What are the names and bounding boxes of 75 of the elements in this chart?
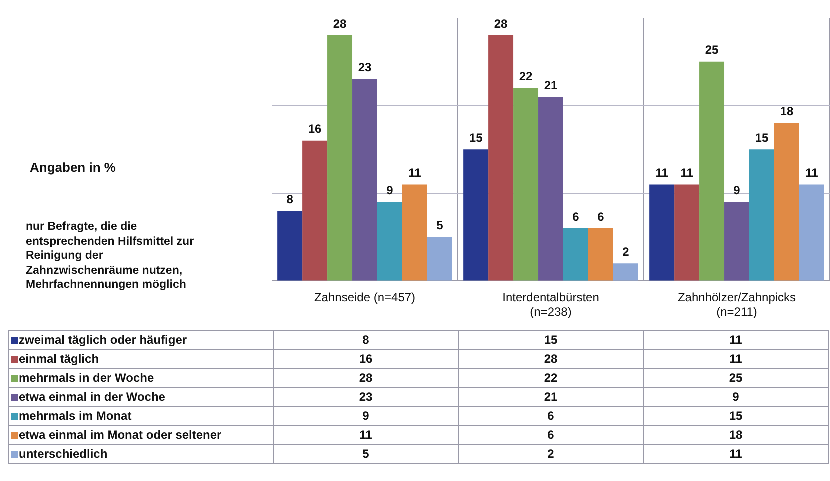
- annotation: 15: [755, 130, 769, 145]
- annotation: 11: [408, 166, 422, 180]
- annotation: 6: [572, 210, 580, 224]
- data-label: 21: [458, 388, 644, 406]
- legend-label: etwa einmal in der Woche: [8, 388, 274, 406]
- data-label: 23: [274, 388, 458, 406]
- bar: [427, 237, 452, 281]
- annotation: 11: [680, 166, 694, 180]
- bar: [377, 202, 402, 281]
- data-label: 8: [274, 330, 458, 350]
- bar: [799, 184, 824, 281]
- bar: [538, 96, 564, 281]
- annotation: 8: [286, 192, 294, 206]
- annotation: 28: [494, 16, 508, 31]
- data-label: 11: [274, 426, 458, 444]
- annotation: 15: [469, 130, 484, 145]
- bar: [674, 184, 700, 281]
- legend-label: unterschiedlich: [8, 444, 274, 464]
- data-label: 5: [274, 444, 458, 464]
- annotation: 16: [308, 122, 322, 136]
- x-tick-label: Zahnseide (n=457): [314, 290, 416, 305]
- bar: [563, 228, 588, 281]
- data-label: 28: [274, 368, 458, 388]
- annotation: 5: [436, 218, 444, 233]
- data-label: 25: [644, 368, 828, 388]
- bar: [464, 150, 489, 281]
- annotation: 9: [386, 184, 394, 198]
- bar: [700, 62, 725, 281]
- data-label: 11: [644, 330, 828, 350]
- annotation: 23: [358, 60, 372, 75]
- annotation: 2: [622, 244, 630, 259]
- data-label: 2: [458, 444, 644, 464]
- text: Angaben in %: [30, 160, 116, 175]
- bar: [588, 228, 614, 281]
- data-label: 28: [458, 350, 644, 368]
- text: nur Befragte, die die entsprechenden Hilfsmittel zur Reinigung der Zahnzwischenräume nutzen, Mehrfachnennungen möglich: [26, 220, 196, 292]
- annotation: 6: [598, 210, 605, 224]
- annotation: 21: [544, 78, 558, 92]
- bar: [352, 79, 378, 281]
- legend-label: einmal täglich: [8, 350, 274, 368]
- bar: [514, 88, 539, 281]
- data-label: 9: [644, 388, 828, 406]
- legend-label: mehrmals in der Woche: [8, 368, 274, 388]
- bar: [278, 211, 303, 281]
- bar: [724, 202, 750, 281]
- data-label: 6: [458, 426, 644, 444]
- data-label: 22: [458, 368, 644, 388]
- x-tick-label: Zahnhölzer/Zahnpicks (n=211): [678, 290, 796, 320]
- x-tick-label: Interdentalbürsten (n=238): [502, 290, 600, 320]
- data-label: 15: [644, 406, 828, 426]
- bar: [749, 150, 774, 281]
- annotation: 28: [333, 16, 348, 31]
- bar: [402, 184, 428, 281]
- bar: [302, 140, 328, 281]
- annotation: 18: [780, 104, 794, 119]
- annotation: 11: [806, 166, 819, 180]
- data-label: 6: [458, 406, 644, 426]
- data-label: 11: [644, 444, 828, 464]
- bar: [774, 123, 800, 281]
- annotation: 9: [734, 184, 741, 198]
- bar: [650, 184, 675, 281]
- bar: [488, 36, 514, 281]
- data-label: 16: [274, 350, 458, 368]
- annotation: 11: [656, 166, 669, 180]
- data-label: 15: [458, 330, 644, 350]
- bar: [613, 264, 638, 281]
- annotation: 22: [519, 70, 534, 84]
- data-label: 11: [644, 350, 828, 368]
- legend-label: etwa einmal im Monat oder seltener: [8, 426, 274, 444]
- data-label: 9: [274, 406, 458, 426]
- annotation: 25: [705, 43, 720, 58]
- data-label: 18: [644, 426, 828, 444]
- legend-label: mehrmals im Monat: [8, 406, 274, 426]
- legend-label: zweimal täglich oder häufiger: [8, 330, 274, 350]
- bar: [328, 36, 353, 281]
